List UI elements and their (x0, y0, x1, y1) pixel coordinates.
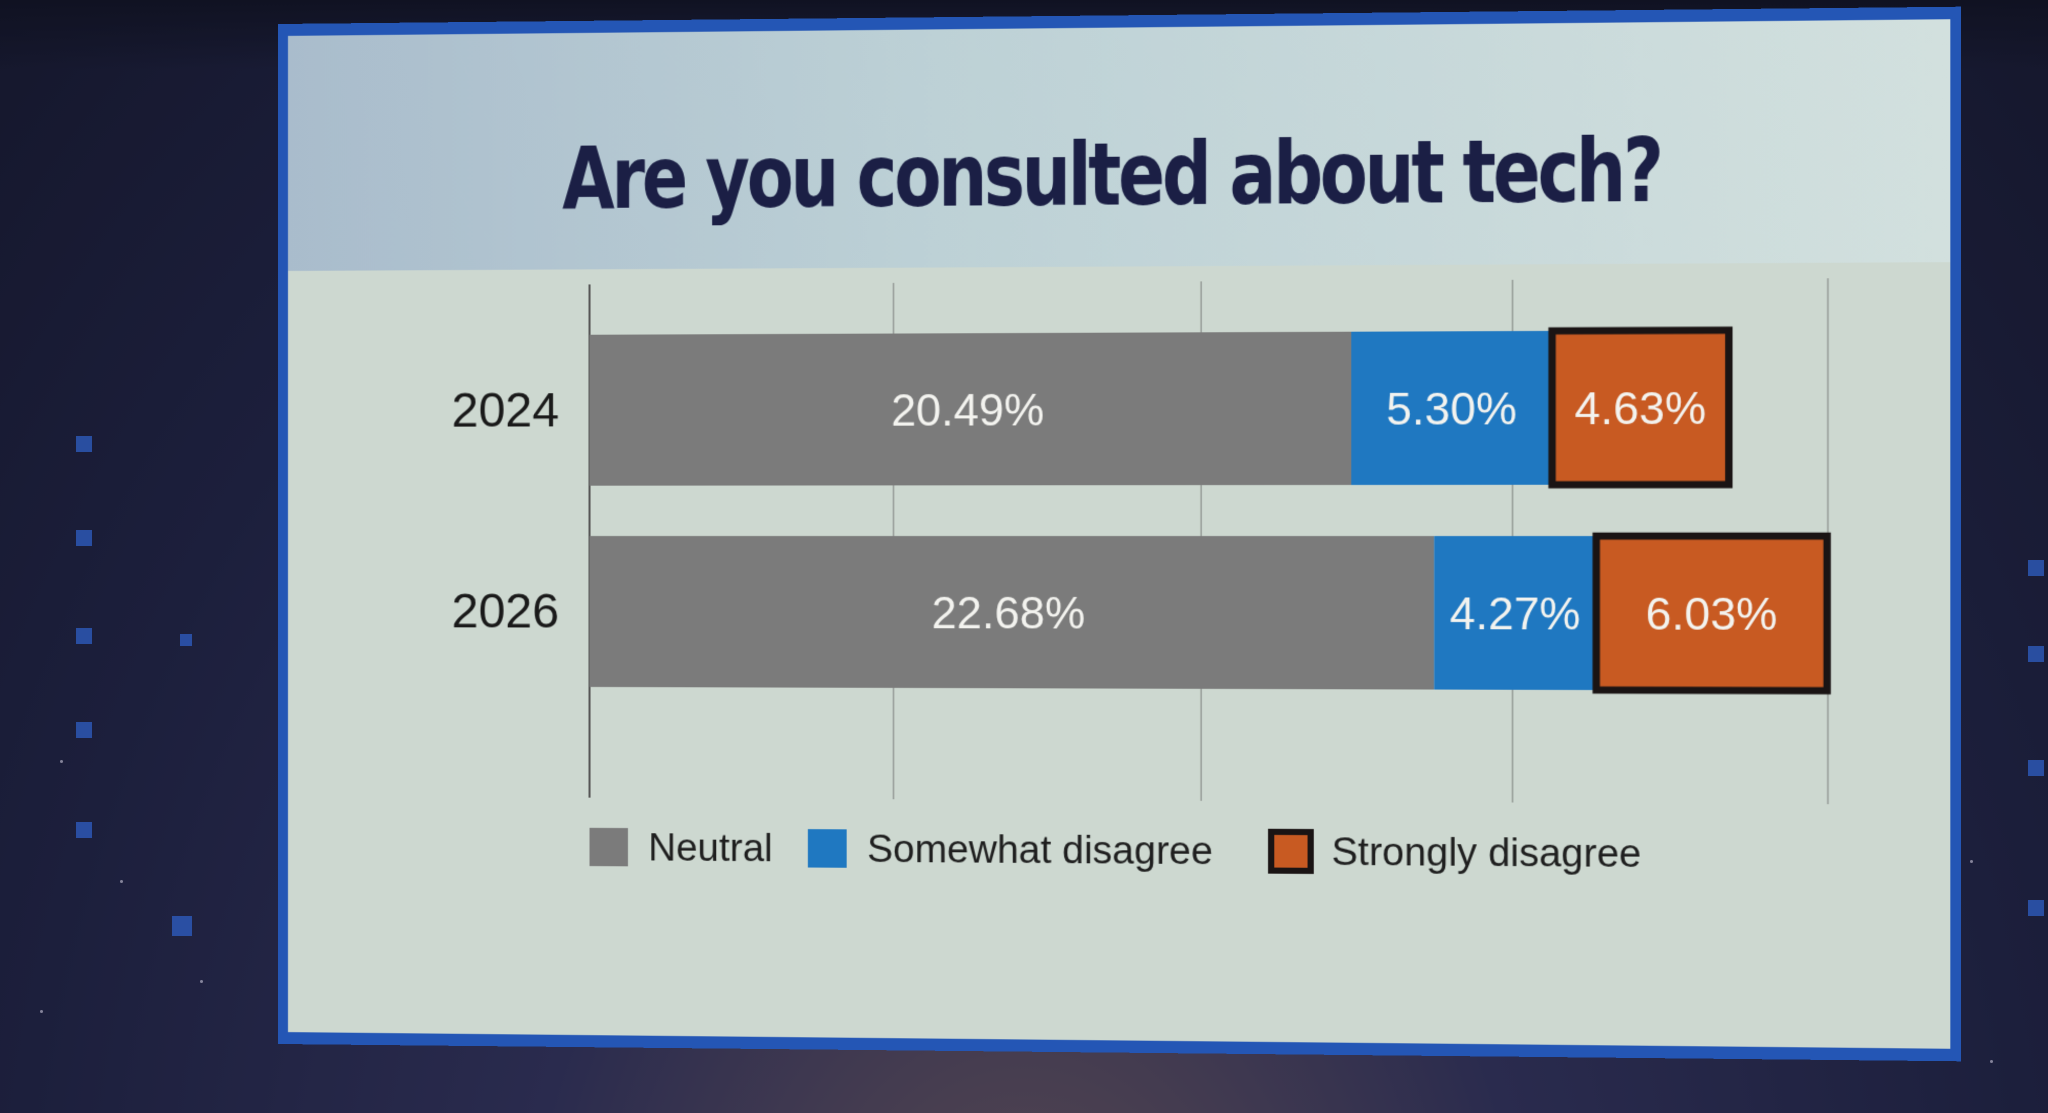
decor-square (2028, 560, 2044, 576)
data-label: 6.03% (1646, 589, 1778, 640)
decor-square (76, 722, 92, 738)
bar-somewhat-disagree-2024 (1351, 330, 1553, 485)
bar-neutral-2024 (589, 331, 1352, 486)
stacked-bar-chart: 2024 20.49% 5.30% 4.63% 2026 22.68% 4.27% 6.03%… (452, 19, 1950, 1049)
legend-label: Somewhat disagree (867, 828, 1213, 873)
decor-square (76, 436, 92, 452)
decor-star (1990, 1060, 1993, 1063)
decor-star (60, 760, 63, 763)
legend-swatch-strongly-disagree (1271, 832, 1311, 871)
legend-swatch-neutral (589, 827, 628, 867)
category-label-2024: 2024 (452, 384, 560, 438)
data-label: 20.49% (891, 386, 1044, 436)
decor-star (200, 980, 203, 983)
legend-label: Strongly disagree (1331, 831, 1641, 876)
bar-strongly-disagree-2024 (1552, 330, 1729, 485)
decor-square (76, 822, 92, 838)
data-label: 5.30% (1386, 384, 1517, 435)
decor-star (1970, 860, 1973, 863)
decor-star (40, 1010, 43, 1013)
decor-square (180, 634, 192, 646)
decor-square (2028, 900, 2044, 916)
data-label: 4.63% (1575, 384, 1707, 435)
legend-label: Neutral (648, 827, 772, 870)
projection-screen: Are you consulted about tech? 2024 20.49%… (278, 6, 1961, 1062)
legend-swatch-somewhat-disagree (807, 829, 847, 868)
decor-star (120, 880, 123, 883)
data-label: 22.68% (932, 589, 1085, 639)
bar-somewhat-disagree-2026 (1434, 536, 1597, 691)
decor-square (76, 530, 92, 546)
category-label-2026: 2026 (452, 585, 560, 638)
bar-strongly-disagree-2026 (1596, 536, 1827, 691)
decor-square (2028, 646, 2044, 662)
decor-square (76, 628, 92, 644)
bar-neutral-2026 (589, 536, 1435, 690)
slide: Are you consulted about tech? 2024 20.49%… (287, 19, 1951, 1049)
decor-square (172, 916, 192, 936)
decor-square (2028, 760, 2044, 776)
data-label: 4.27% (1450, 589, 1581, 639)
